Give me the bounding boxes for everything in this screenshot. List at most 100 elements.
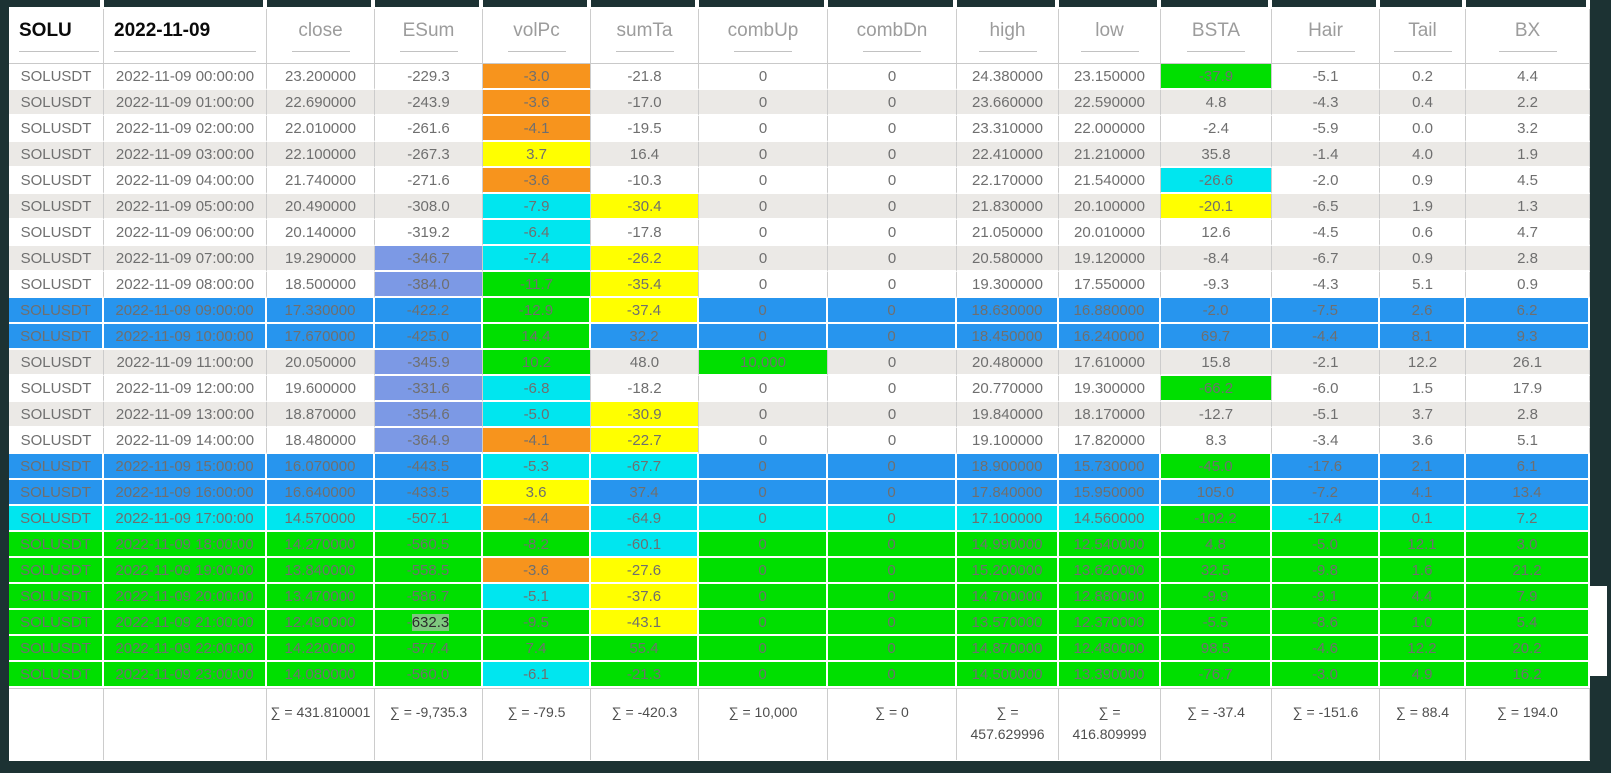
cell-close[interactable]: 14.570000 [267,506,375,532]
cell-symbol[interactable]: SOLUSDT [9,636,104,662]
cell-bsta[interactable]: -76.7 [1161,662,1272,688]
cell-esum[interactable]: -261.6 [375,116,483,142]
cell-bx[interactable]: 4.7 [1466,220,1590,246]
cell-symbol[interactable]: SOLUSDT [9,246,104,272]
cell-symbol[interactable]: SOLUSDT [9,662,104,688]
cell-low[interactable]: 17.820000 [1059,428,1161,454]
cell-combup[interactable]: 0 [699,324,828,350]
cell-volpc[interactable]: -12.9 [483,298,591,324]
cell-tail[interactable]: 0.0 [1380,116,1466,142]
cell-high[interactable]: 14.500000 [957,662,1059,688]
cell-high[interactable]: 14.990000 [957,532,1059,558]
cell-tail[interactable]: 4.4 [1380,584,1466,610]
cell-esum[interactable]: -443.5 [375,454,483,480]
cell-bsta[interactable]: 15.8 [1161,350,1272,376]
cell-hair[interactable]: -9.1 [1272,584,1380,610]
cell-sumta[interactable]: 55.4 [591,636,699,662]
cell-close[interactable]: 19.290000 [267,246,375,272]
cell-symbol[interactable]: SOLUSDT [9,142,104,168]
cell-date[interactable]: 2022-11-09 04:00:00 [104,168,267,194]
cell-volpc[interactable]: 14.4 [483,324,591,350]
cell-esum[interactable]: -308.0 [375,194,483,220]
cell-hair[interactable]: -5.0 [1272,532,1380,558]
cell-esum[interactable]: -577.4 [375,636,483,662]
cell-symbol[interactable]: SOLUSDT [9,506,104,532]
cell-tail[interactable]: 12.1 [1380,532,1466,558]
cell-volpc[interactable]: -8.2 [483,532,591,558]
cell-close[interactable]: 19.600000 [267,376,375,402]
cell-low[interactable]: 12.480000 [1059,636,1161,662]
cell-tail[interactable]: 3.6 [1380,428,1466,454]
cell-low[interactable]: 21.540000 [1059,168,1161,194]
column-header-low[interactable]: low [1059,9,1161,64]
cell-sumta[interactable]: -26.2 [591,246,699,272]
cell-low[interactable]: 13.390000 [1059,662,1161,688]
cell-combup[interactable]: 0 [699,532,828,558]
cell-close[interactable]: 21.740000 [267,168,375,194]
cell-hair[interactable]: -5.1 [1272,64,1380,90]
cell-volpc[interactable]: -3.6 [483,90,591,116]
cell-hair[interactable]: -9.8 [1272,558,1380,584]
cell-esum[interactable]: -422.2 [375,298,483,324]
cell-combdn[interactable]: 0 [828,610,957,636]
cell-combup[interactable]: 0 [699,298,828,324]
cell-tail[interactable]: 3.7 [1380,402,1466,428]
cell-combdn[interactable]: 0 [828,194,957,220]
cell-close[interactable]: 17.330000 [267,298,375,324]
cell-low[interactable]: 15.730000 [1059,454,1161,480]
cell-combdn[interactable]: 0 [828,532,957,558]
cell-bsta[interactable]: 8.3 [1161,428,1272,454]
cell-combdn[interactable]: 0 [828,480,957,506]
cell-high[interactable]: 14.700000 [957,584,1059,610]
cell-symbol[interactable]: SOLUSDT [9,532,104,558]
cell-combup[interactable]: 0 [699,428,828,454]
cell-bx[interactable]: 1.9 [1466,142,1590,168]
cell-sumta[interactable]: -30.9 [591,402,699,428]
cell-sumta[interactable]: -17.8 [591,220,699,246]
cell-high[interactable]: 19.840000 [957,402,1059,428]
cell-hair[interactable]: -17.4 [1272,506,1380,532]
cell-date[interactable]: 2022-11-09 20:00:00 [104,584,267,610]
cell-bsta[interactable]: -20.1 [1161,194,1272,220]
column-header-esum[interactable]: ESum [375,9,483,64]
cell-bx[interactable]: 2.8 [1466,402,1590,428]
cell-bx[interactable]: 6.1 [1466,454,1590,480]
cell-combdn[interactable]: 0 [828,168,957,194]
cell-low[interactable]: 15.950000 [1059,480,1161,506]
cell-bx[interactable]: 0.9 [1466,272,1590,298]
cell-date[interactable]: 2022-11-09 08:00:00 [104,272,267,298]
cell-low[interactable]: 13.620000 [1059,558,1161,584]
cell-esum[interactable]: -267.3 [375,142,483,168]
cell-volpc[interactable]: -4.1 [483,428,591,454]
cell-symbol[interactable]: SOLUSDT [9,64,104,90]
cell-low[interactable]: 12.880000 [1059,584,1161,610]
cell-combdn[interactable]: 0 [828,454,957,480]
cell-combup[interactable]: 0 [699,168,828,194]
cell-bx[interactable]: 13.4 [1466,480,1590,506]
cell-bx[interactable]: 9.3 [1466,324,1590,350]
cell-close[interactable]: 18.870000 [267,402,375,428]
cell-bx[interactable]: 4.4 [1466,64,1590,90]
column-header-bsta[interactable]: BSTA [1161,9,1272,64]
cell-close[interactable]: 20.140000 [267,220,375,246]
cell-tail[interactable]: 0.4 [1380,90,1466,116]
cell-volpc[interactable]: -6.1 [483,662,591,688]
cell-tail[interactable]: 1.6 [1380,558,1466,584]
cell-sumta[interactable]: -64.9 [591,506,699,532]
cell-bsta[interactable]: 69.7 [1161,324,1272,350]
cell-sumta[interactable]: -43.1 [591,610,699,636]
cell-volpc[interactable]: -3.0 [483,64,591,90]
cell-esum[interactable]: -433.5 [375,480,483,506]
cell-esum[interactable]: -271.6 [375,168,483,194]
cell-bx[interactable]: 5.4 [1466,610,1590,636]
cell-close[interactable]: 22.010000 [267,116,375,142]
cell-tail[interactable]: 2.1 [1380,454,1466,480]
cell-date[interactable]: 2022-11-09 13:00:00 [104,402,267,428]
cell-low[interactable]: 19.120000 [1059,246,1161,272]
cell-close[interactable]: 22.100000 [267,142,375,168]
cell-close[interactable]: 13.470000 [267,584,375,610]
cell-date[interactable]: 2022-11-09 16:00:00 [104,480,267,506]
cell-bsta[interactable]: 35.8 [1161,142,1272,168]
cell-volpc[interactable]: -6.8 [483,376,591,402]
cell-bx[interactable]: 26.1 [1466,350,1590,376]
